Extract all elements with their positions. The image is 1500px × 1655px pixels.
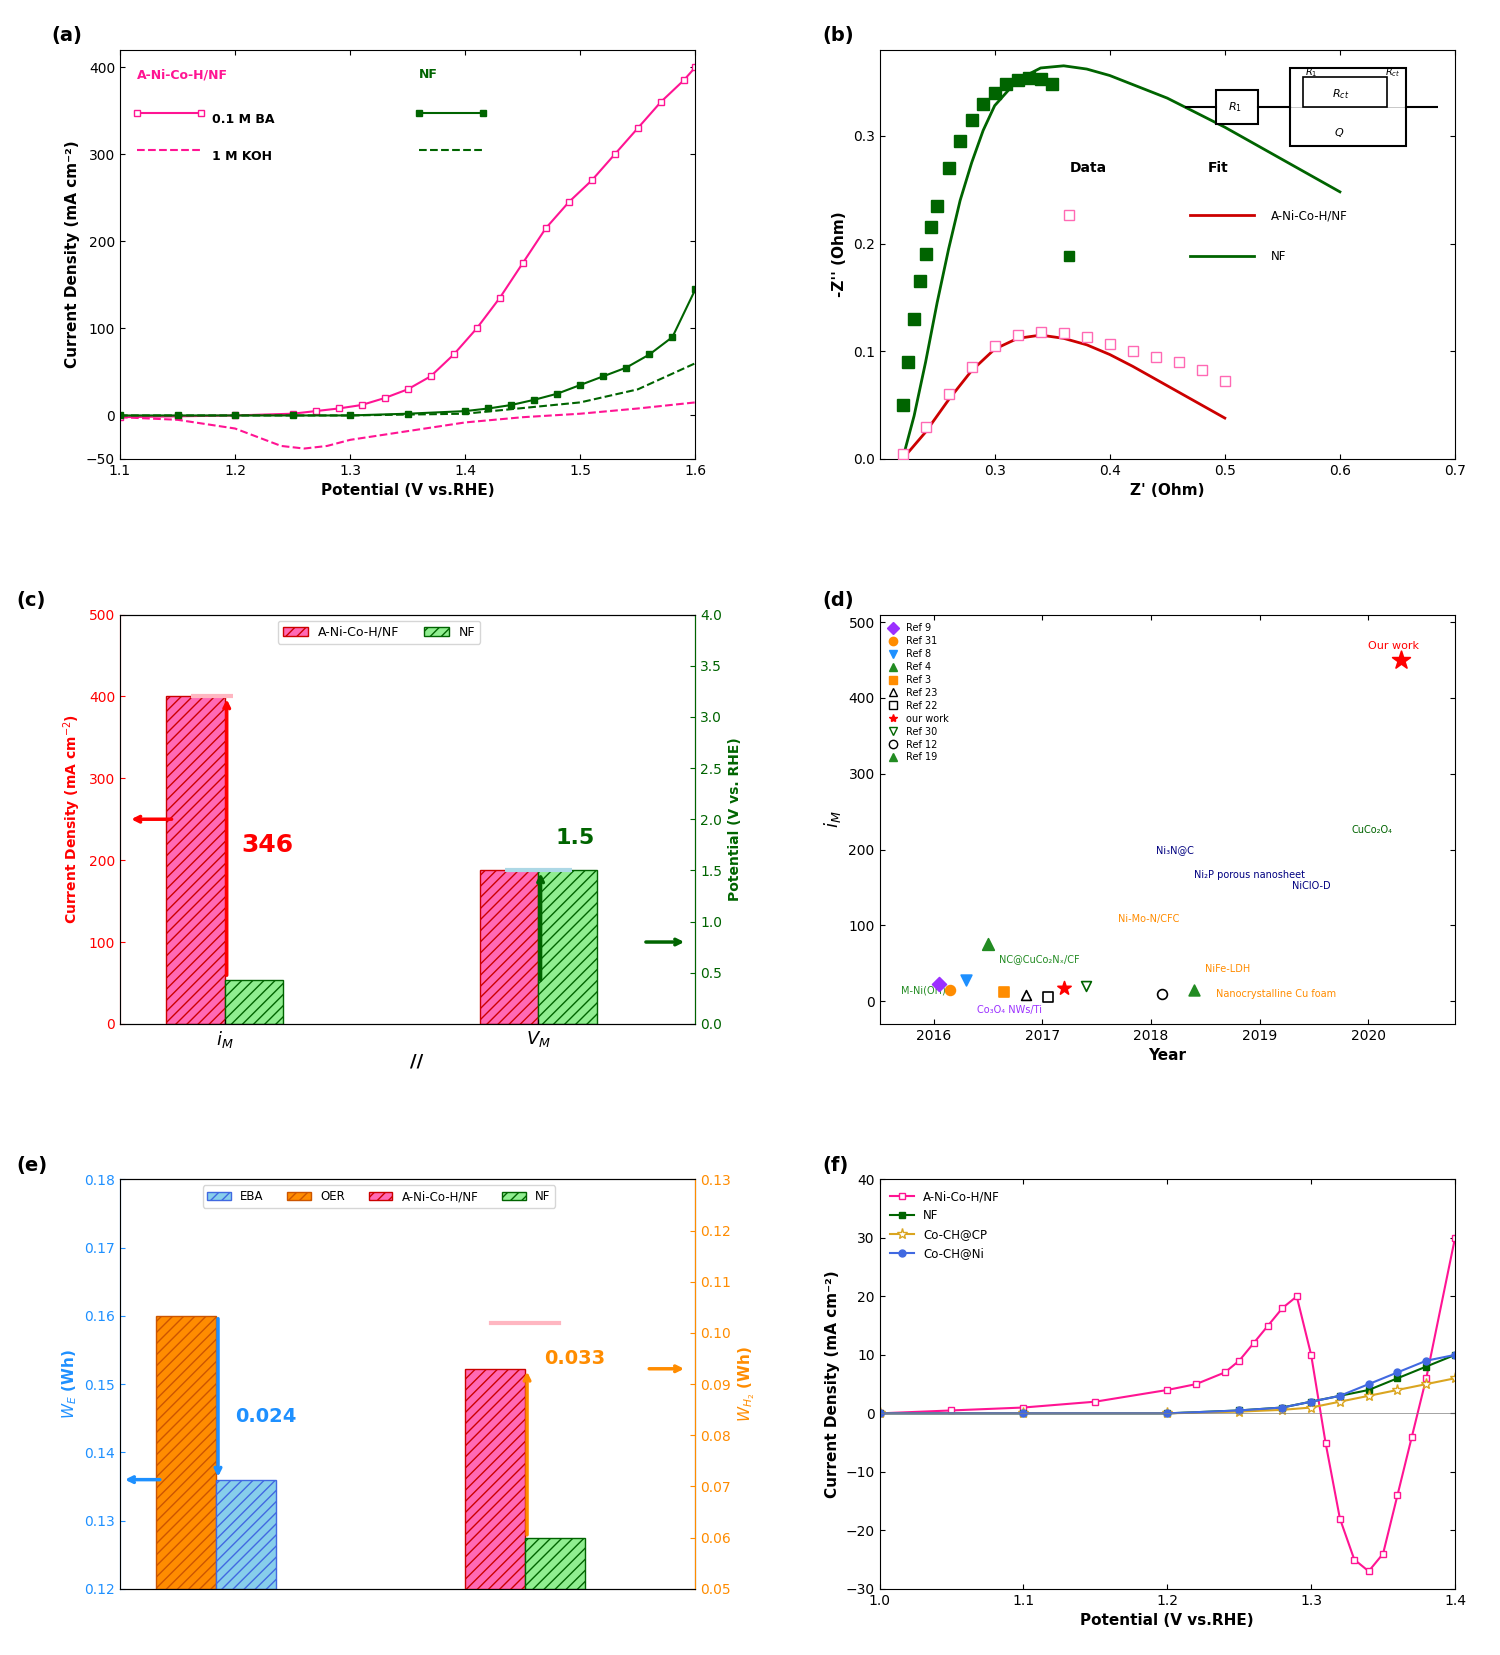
Text: 1.5: 1.5 [555, 828, 594, 847]
Bar [538, 871, 597, 1024]
Y-axis label: $W_E$ (Wh): $W_E$ (Wh) [60, 1349, 78, 1418]
Point [1052, 975, 1076, 1001]
Text: Our work: Our work [1368, 640, 1419, 650]
Text: A-Ni-Co-H/NF: A-Ni-Co-H/NF [138, 68, 228, 81]
Text: M-Ni(OH)₂: M-Ni(OH)₂ [902, 986, 950, 996]
Text: (b): (b) [822, 26, 854, 45]
X-axis label: Year: Year [1149, 1048, 1186, 1063]
Text: Data: Data [1070, 162, 1107, 175]
Point [1014, 981, 1038, 1008]
Text: NF: NF [1270, 250, 1286, 263]
Point [938, 976, 962, 1003]
Y-axis label: -Z'' (Ohm): -Z'' (Ohm) [833, 212, 848, 298]
Bar [216, 1480, 276, 1589]
Text: (d): (d) [822, 591, 854, 611]
Bar [225, 980, 284, 1024]
Text: Fit: Fit [1208, 162, 1228, 175]
Text: Ni-Mo-N/CFC: Ni-Mo-N/CFC [1119, 914, 1180, 923]
Bar [156, 1316, 216, 1589]
Text: A-Ni-Co-H/NF: A-Ni-Co-H/NF [1270, 210, 1347, 222]
Text: 1 M KOH: 1 M KOH [211, 149, 272, 162]
Bar [465, 1369, 525, 1589]
Bar [525, 1537, 585, 1589]
Legend: EBA, OER, A-Ni-Co-H/NF, NF: EBA, OER, A-Ni-Co-H/NF, NF [202, 1185, 555, 1208]
Text: (c): (c) [16, 591, 46, 611]
Legend: A-Ni-Co-H/NF, NF, Co-CH@CP, Co-CH@Ni: A-Ni-Co-H/NF, NF, Co-CH@CP, Co-CH@Ni [885, 1185, 1005, 1264]
Point [1150, 980, 1174, 1006]
Point [993, 978, 1017, 1005]
Bar [480, 871, 538, 1024]
Text: (f): (f) [822, 1157, 849, 1175]
Text: 346: 346 [242, 832, 294, 857]
X-axis label: Potential (V vs.RHE): Potential (V vs.RHE) [321, 483, 495, 498]
Text: Co₃O₄ NWs/Ti: Co₃O₄ NWs/Ti [978, 1005, 1042, 1015]
Point [1074, 973, 1098, 1000]
Point [976, 932, 1000, 958]
Y-axis label: Potential (V vs. RHE): Potential (V vs. RHE) [728, 738, 742, 900]
Text: Nanocrystalline Cu foam: Nanocrystalline Cu foam [1216, 990, 1336, 1000]
Text: NC@CuCo₂Nₓ/CF: NC@CuCo₂Nₓ/CF [999, 953, 1080, 963]
Text: NiFe-LDH: NiFe-LDH [1206, 965, 1251, 975]
Text: Ni₂P porous nanosheet: Ni₂P porous nanosheet [1194, 871, 1305, 880]
Text: 0.1 M BA: 0.1 M BA [211, 113, 274, 126]
Y-axis label: Current Density (mA cm⁻²): Current Density (mA cm⁻²) [66, 141, 81, 367]
Text: Ni₃N@C: Ni₃N@C [1156, 846, 1194, 856]
Point [1182, 976, 1206, 1003]
Y-axis label: $i_M$: $i_M$ [822, 811, 843, 828]
Point [927, 971, 951, 998]
X-axis label: Potential (V vs.RHE): Potential (V vs.RHE) [1080, 1614, 1254, 1629]
Text: 0.033: 0.033 [544, 1349, 604, 1367]
Text: CuCo₂O₄: CuCo₂O₄ [1352, 824, 1394, 834]
Point [1389, 647, 1413, 674]
Point [954, 967, 978, 993]
Text: (e): (e) [16, 1157, 48, 1175]
Legend: A-Ni-Co-H/NF, NF: A-Ni-Co-H/NF, NF [278, 621, 480, 644]
Y-axis label: $W_{H_2}$ (Wh): $W_{H_2}$ (Wh) [736, 1346, 758, 1422]
Legend: Ref 9, Ref 31, Ref 8, Ref 4, Ref 3, Ref 23, Ref 22, our work, Ref 30, Ref 12, Re: Ref 9, Ref 31, Ref 8, Ref 4, Ref 3, Ref … [885, 619, 952, 766]
Text: 0.024: 0.024 [236, 1407, 297, 1425]
Text: (a): (a) [51, 26, 82, 45]
Point [1036, 983, 1060, 1010]
Y-axis label: Current Density (mA cm⁻²): Current Density (mA cm⁻²) [825, 1271, 840, 1498]
Y-axis label: Current Density (mA cm$^{-2}$): Current Density (mA cm$^{-2}$) [62, 715, 82, 923]
Text: NiClO-D: NiClO-D [1292, 880, 1330, 890]
Text: NF: NF [419, 68, 438, 81]
X-axis label: Z' (Ohm): Z' (Ohm) [1130, 483, 1204, 498]
Bar [166, 697, 225, 1024]
Text: //: // [410, 1053, 423, 1071]
